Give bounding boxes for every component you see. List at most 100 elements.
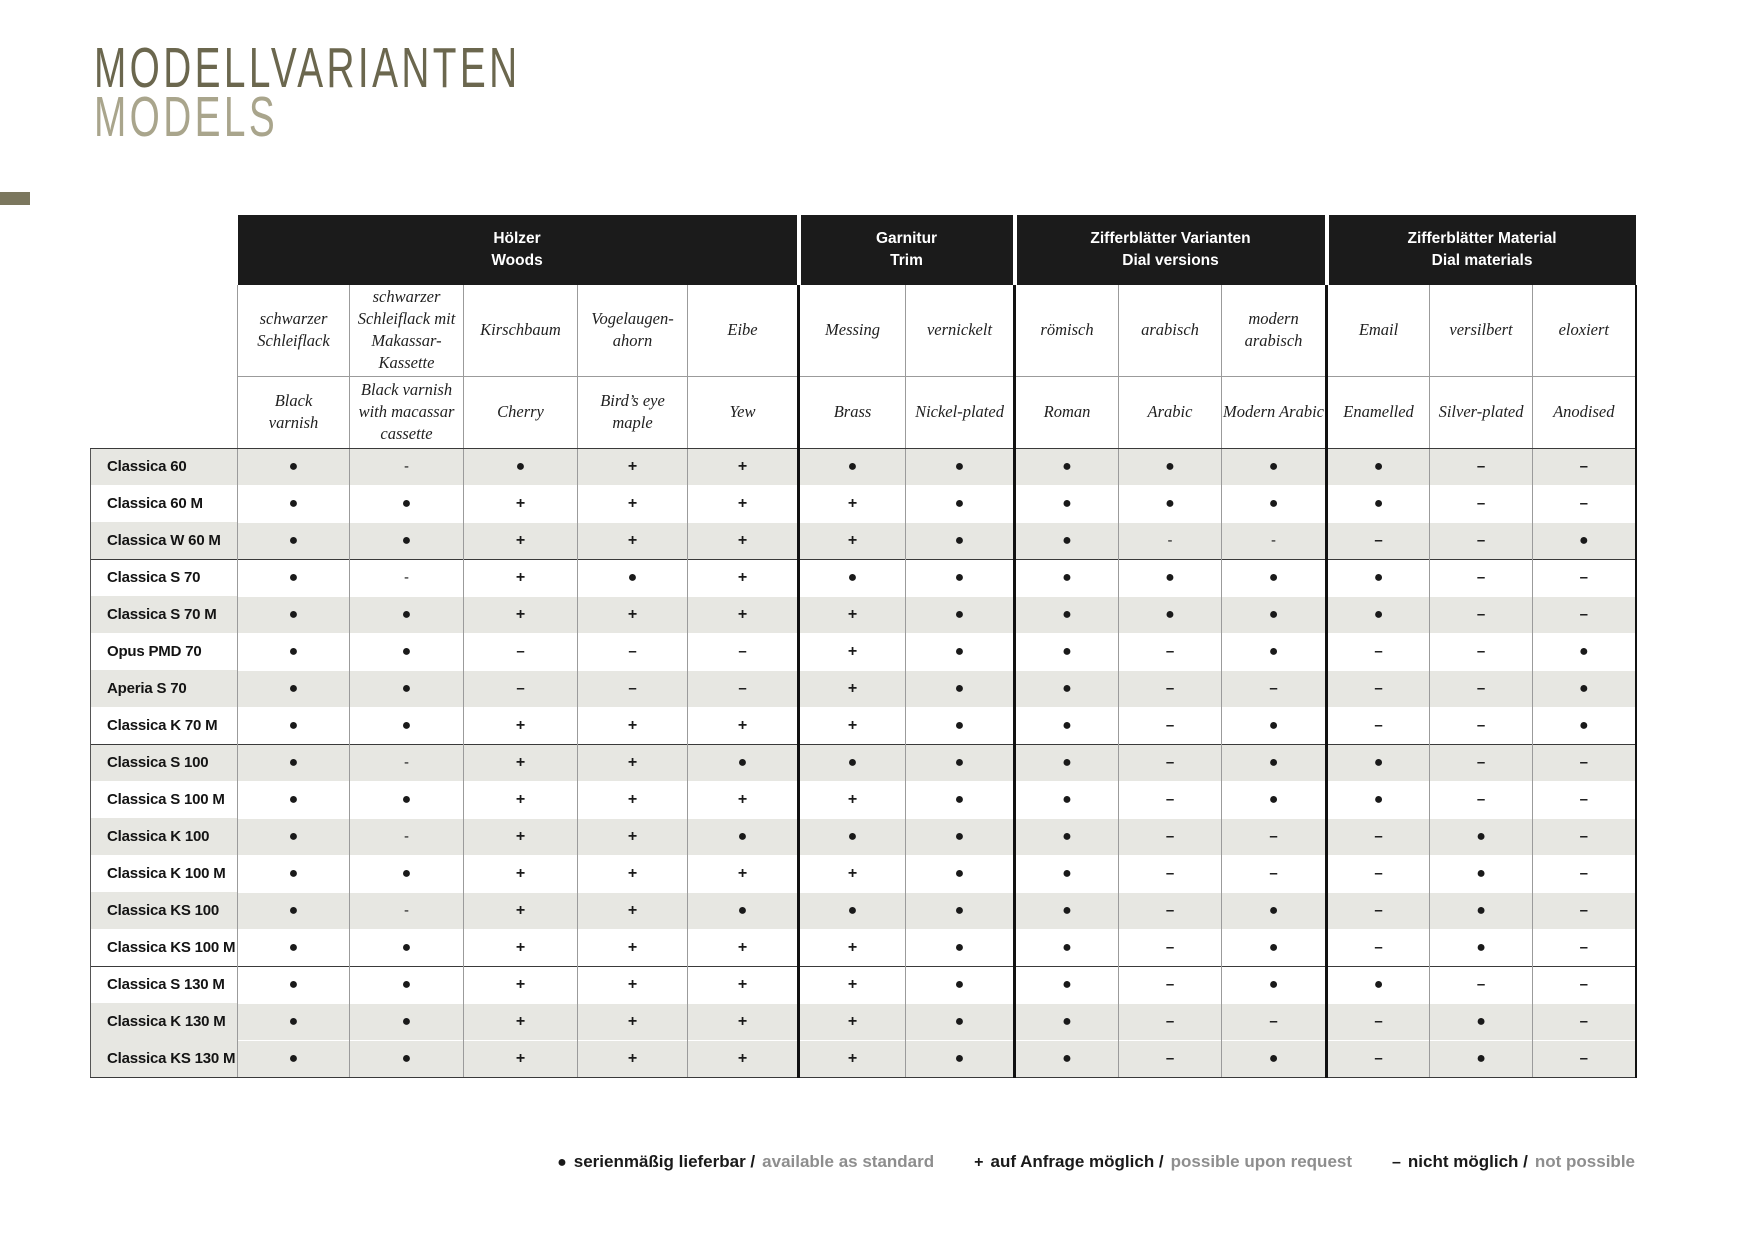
symbol-plus: +: [627, 494, 638, 512]
model-label: Classica 60: [90, 448, 238, 485]
cell-aperia-s-70-col1: ●: [237, 669, 350, 707]
cell-classica-w-60-m-col7: ●: [905, 521, 1015, 559]
cell-classica-s-70-m-col10: ●: [1221, 595, 1327, 633]
cell-classica-ks-100-m-col3: +: [463, 928, 578, 966]
cell-classica-60-col11: ●: [1325, 447, 1430, 485]
cell-classica-k-130-m-col6: +: [797, 1002, 906, 1040]
symbol-plus: +: [627, 753, 638, 771]
cell-classica-k-130-m-col2: ●: [349, 1002, 464, 1040]
symbol-dot: ●: [1062, 494, 1072, 512]
symbol-dot: ●: [954, 605, 965, 623]
symbol-dot: ●: [1373, 975, 1384, 993]
legend-label-en: available as standard: [762, 1152, 935, 1171]
symbol-dot: ●: [288, 753, 299, 771]
legend-label-de: serienmäßig lieferbar /: [573, 1152, 756, 1171]
cell-classica-k-70-m-col3: +: [463, 706, 578, 744]
group-header-dial-materials: Zifferblätter Material Dial materials: [1324, 215, 1636, 285]
symbol-plus: +: [515, 605, 526, 623]
symbol-minus: –: [1476, 494, 1486, 512]
symbol-hyphen: -: [404, 457, 409, 475]
symbol-dot: ●: [401, 975, 412, 993]
symbol-dot: ●: [954, 679, 965, 697]
symbol-minus: –: [1374, 679, 1383, 697]
symbol-dot: ●: [737, 827, 748, 845]
symbol-dot: ●: [1062, 642, 1072, 660]
symbol-minus: –: [1165, 975, 1175, 993]
cell-classica-s-100-m-col5: +: [686, 780, 799, 818]
model-label: Classica K 70 M: [90, 707, 238, 744]
symbol-dot: ●: [288, 679, 299, 697]
symbol-plus: +: [737, 975, 748, 993]
symbol-dot: ●: [954, 864, 965, 882]
cell-opus-pmd-70-col7: ●: [905, 632, 1015, 670]
column-header-de-7: vernickelt: [905, 285, 1015, 377]
symbol-hyphen: -: [404, 827, 409, 845]
symbol-dot: ●: [1165, 568, 1175, 586]
cell-aperia-s-70-col13: ●: [1532, 669, 1637, 707]
symbol-dot: ●: [627, 568, 638, 586]
cell-classica-ks-100-col6: ●: [797, 891, 906, 929]
cell-classica-s-130-m-col2: ●: [349, 965, 464, 1003]
symbol-dot: ●: [954, 568, 965, 586]
symbol-plus: +: [847, 642, 858, 660]
cell-classica-w-60-m-col1: ●: [237, 521, 350, 559]
cell-classica-60-col3: ●: [463, 447, 578, 485]
cell-opus-pmd-70-col1: ●: [237, 632, 350, 670]
symbol-minus: –: [1374, 642, 1383, 660]
cell-classica-s-130-m-col1: ●: [237, 965, 350, 1003]
symbol-dot: ●: [1268, 605, 1279, 623]
cell-classica-s-70-col10: ●: [1221, 558, 1327, 596]
page-title-english: MODELS: [94, 85, 279, 149]
symbol-plus: +: [737, 568, 748, 586]
cell-classica-ks-100-col9: –: [1118, 891, 1222, 929]
symbol-minus: –: [1579, 864, 1588, 882]
symbol-dot: ●: [954, 1012, 965, 1030]
cell-classica-k-100-m-col8: ●: [1013, 854, 1119, 892]
model-label: Classica KS 100 M: [90, 929, 238, 966]
cell-classica-60-m-col3: +: [463, 484, 578, 522]
cell-classica-ks-100-m-col11: –: [1325, 928, 1430, 966]
cell-classica-k-100-col7: ●: [905, 817, 1015, 855]
symbol-dot: ●: [1062, 679, 1072, 697]
table-row-classica-k-100-m: Classica K 100 M ● ● + + + + ● ● – – – ● –: [90, 854, 1637, 892]
symbol-dot: ●: [954, 901, 965, 919]
cell-classica-s-70-m-col2: ●: [349, 595, 464, 633]
symbol-dot: ●: [1476, 827, 1486, 845]
symbol-plus: +: [515, 864, 526, 882]
cell-classica-s-100-col10: ●: [1221, 743, 1327, 781]
cell-classica-k-100-m-col11: –: [1325, 854, 1430, 892]
cell-classica-k-100-col6: ●: [797, 817, 906, 855]
cell-classica-s-100-m-col7: ●: [905, 780, 1015, 818]
symbol-dot: ●: [1268, 457, 1279, 475]
model-label: Aperia S 70: [90, 670, 238, 707]
symbol-plus: +: [627, 1012, 638, 1030]
symbol-dot: ●: [847, 753, 858, 771]
model-label: Classica S 70: [90, 558, 238, 596]
symbol-hyphen: -: [404, 753, 409, 771]
cell-classica-ks-100-m-col13: –: [1532, 928, 1637, 966]
symbol-dot: ●: [1165, 457, 1175, 475]
cell-classica-ks-130-m-col11: –: [1325, 1039, 1430, 1078]
symbol-dot: ●: [1268, 642, 1279, 660]
symbol-plus: +: [737, 1012, 748, 1030]
symbol-plus: +: [627, 531, 638, 549]
column-header-en-13: Anodised: [1532, 376, 1637, 449]
cell-classica-s-70-col12: –: [1429, 558, 1533, 596]
cell-classica-k-100-m-col4: +: [577, 854, 688, 892]
cell-classica-s-100-col4: +: [577, 743, 688, 781]
model-label: Opus PMD 70: [90, 633, 238, 670]
model-label: Classica K 130 M: [90, 1003, 238, 1040]
symbol-minus: –: [1476, 605, 1486, 623]
cell-classica-60-m-col1: ●: [237, 484, 350, 522]
symbol-dot: ●: [401, 864, 412, 882]
table-row-aperia-s-70: Aperia S 70 ● ● – – – + ● ● – – – – ●: [90, 669, 1637, 707]
cell-classica-ks-130-m-col3: +: [463, 1039, 578, 1078]
symbol-minus: –: [1269, 827, 1278, 845]
symbol-minus: –: [1579, 975, 1588, 993]
cell-opus-pmd-70-col8: ●: [1013, 632, 1119, 670]
symbol-minus: –: [1269, 1012, 1278, 1030]
column-header-de-3: Kirschbaum: [463, 285, 578, 377]
cell-classica-s-70-col8: ●: [1013, 558, 1119, 596]
symbol-minus: –: [1374, 938, 1383, 956]
symbol-dot: ●: [954, 1049, 965, 1067]
